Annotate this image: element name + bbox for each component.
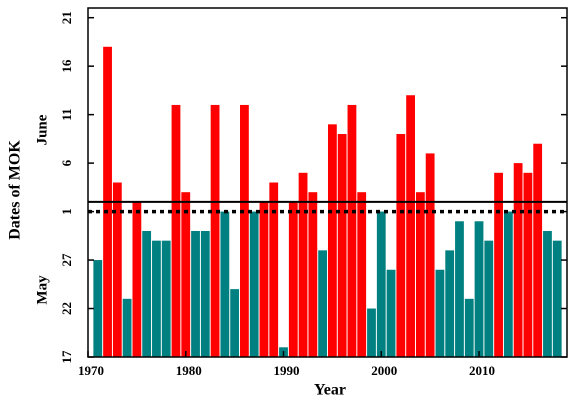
bar [230,289,240,357]
bar [543,230,552,357]
bar [435,269,445,357]
x-tick-label: 1990 [274,363,300,378]
bar [445,250,455,357]
bar [523,172,533,357]
bar [484,240,494,357]
bar [259,201,269,357]
bar [152,240,161,357]
plot-frame [87,7,568,358]
y-tick-label: 27 [59,253,74,267]
bar [181,192,191,357]
bar [503,211,513,357]
bar [425,153,435,357]
bar [132,201,142,357]
bar [220,211,230,357]
bar [171,104,181,357]
bar [494,172,503,357]
y-tick-label: 22 [59,302,74,315]
bar [249,211,259,357]
x-axis-label: Year [314,382,346,399]
y-tick-label: 17 [59,350,74,364]
bar [269,182,279,357]
bar [406,95,415,357]
bar [327,124,337,357]
x-tick-label: 2010 [469,363,495,378]
bar [415,192,425,357]
x-tick-label: 2000 [371,363,397,378]
y-tick-label: 1 [59,208,74,215]
bar [513,163,523,357]
bar [455,221,464,357]
bar [240,104,249,357]
bar [318,250,328,357]
bar [357,192,367,357]
bar [191,230,200,357]
y-tick-label: 21 [59,11,74,24]
bar [308,192,318,357]
bar [376,211,386,357]
bar [464,298,474,357]
bar [474,221,484,357]
bar [210,104,220,357]
x-tick-label: 1970 [78,363,104,378]
bar [396,134,406,357]
x-tick-label: 1980 [176,363,202,378]
bar [200,230,210,357]
bar [367,308,376,357]
bar [386,269,396,357]
bar [298,172,308,357]
bar [122,298,132,357]
y-tick-label: 16 [59,59,74,73]
bar [93,260,103,357]
y-tick-label: 11 [59,108,74,120]
y-tick-label: 6 [59,159,74,166]
bar [347,104,357,357]
bar [161,240,171,357]
annotation: June [34,114,50,145]
bar [552,240,562,357]
bar [112,182,122,357]
bar [288,201,298,357]
y-axis-label: Dates of MOK [7,140,24,240]
annotation: May [34,275,50,305]
bar [142,230,152,357]
bar [337,134,347,357]
bar [533,143,543,357]
